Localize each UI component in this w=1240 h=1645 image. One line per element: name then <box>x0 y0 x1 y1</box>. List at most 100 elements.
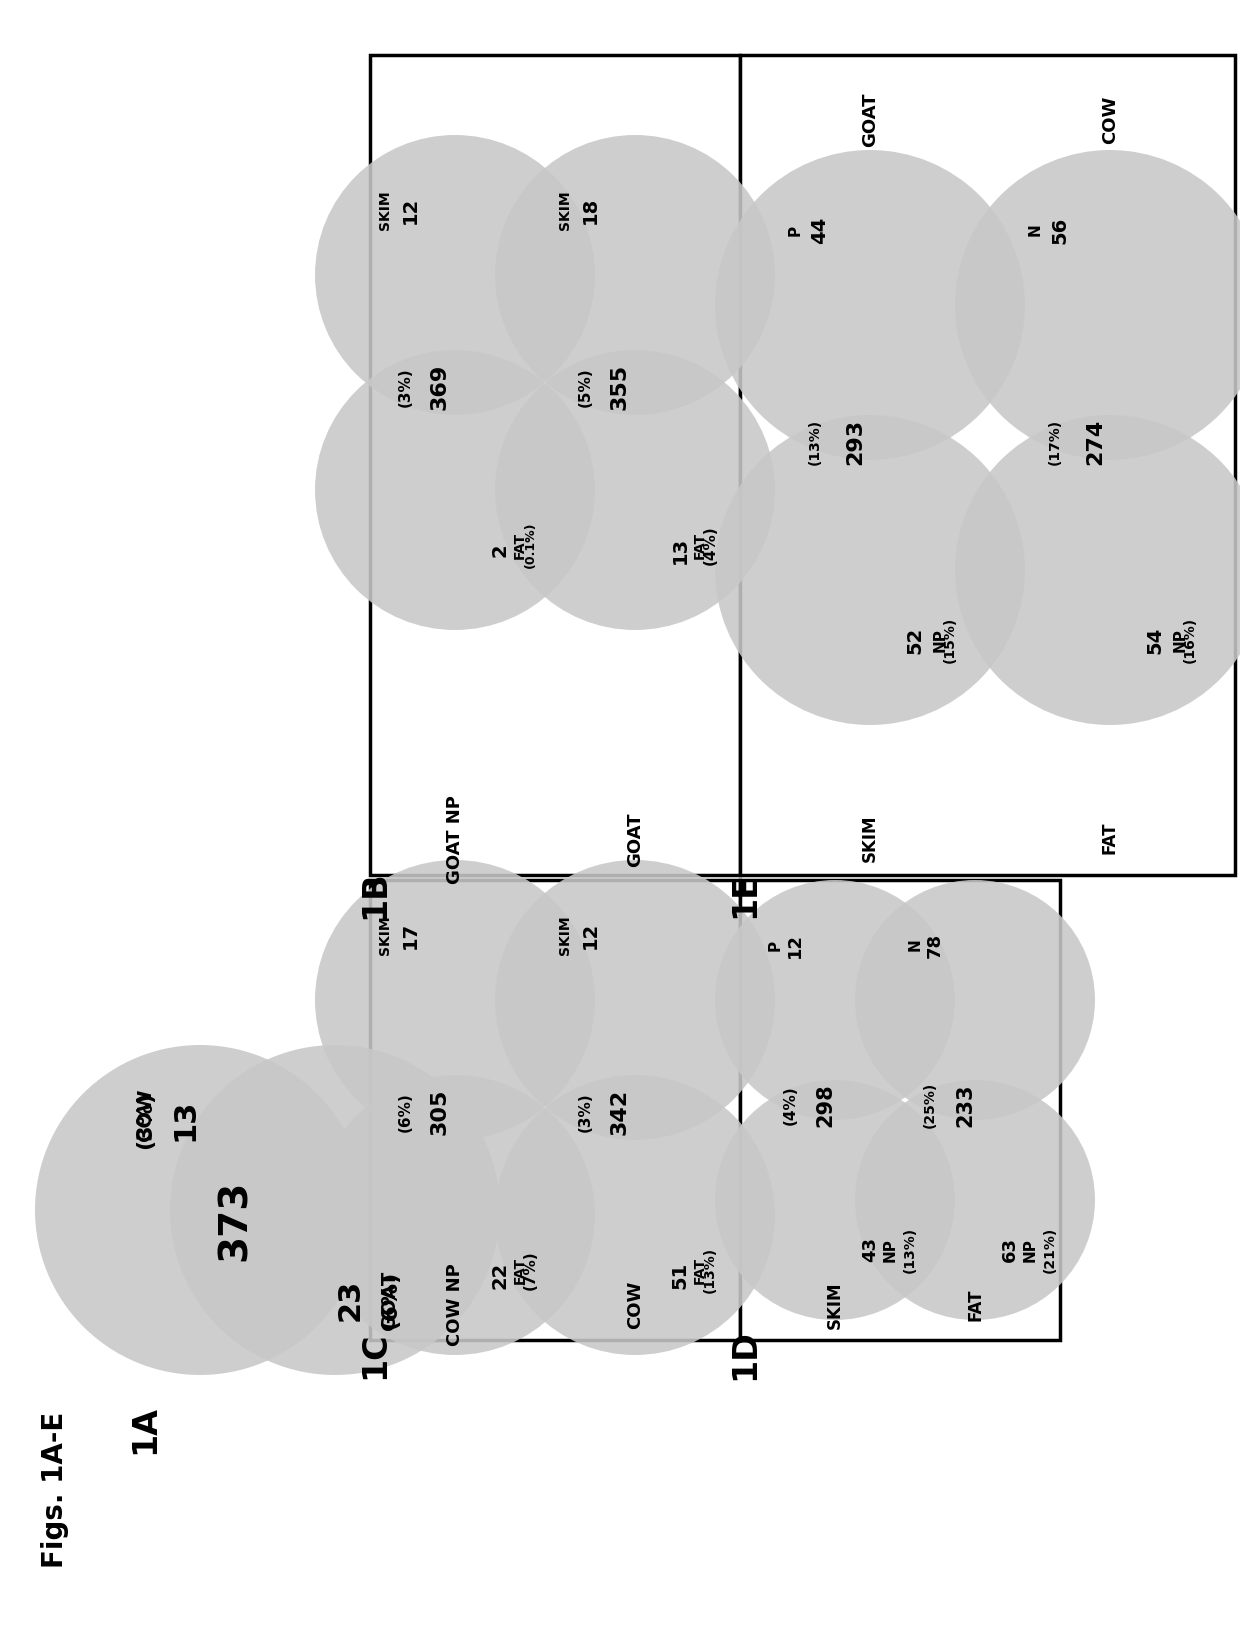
Text: GOAT: GOAT <box>381 1270 399 1329</box>
Text: (4%): (4%) <box>782 1086 797 1125</box>
Circle shape <box>315 350 595 630</box>
Text: 342: 342 <box>610 1089 630 1135</box>
Text: 23: 23 <box>336 1278 365 1321</box>
Text: SKIM: SKIM <box>558 191 572 230</box>
Text: (7%): (7%) <box>522 1250 537 1290</box>
Circle shape <box>315 860 595 1140</box>
Text: (25%): (25%) <box>923 1082 937 1128</box>
Text: 13: 13 <box>171 1099 200 1142</box>
Text: 54: 54 <box>1146 627 1164 653</box>
Text: SKIM: SKIM <box>378 915 392 954</box>
Text: GOAT: GOAT <box>861 92 879 148</box>
Text: GOAT: GOAT <box>626 813 644 867</box>
Circle shape <box>315 135 595 415</box>
Text: P: P <box>768 939 782 951</box>
Text: 18: 18 <box>580 196 599 224</box>
Text: 1E: 1E <box>729 872 761 918</box>
Text: 1D: 1D <box>729 1329 761 1380</box>
Circle shape <box>495 135 775 415</box>
Text: 12: 12 <box>786 933 804 957</box>
Circle shape <box>955 150 1240 461</box>
Text: SKIM: SKIM <box>558 915 572 954</box>
Text: NP: NP <box>883 1239 898 1262</box>
Text: Figs. 1A-E: Figs. 1A-E <box>41 1411 69 1568</box>
Text: 293: 293 <box>844 419 866 466</box>
Text: 305: 305 <box>430 1089 450 1135</box>
Text: (3%): (3%) <box>135 1091 155 1150</box>
Text: (16%): (16%) <box>1183 617 1197 663</box>
Text: (6%): (6%) <box>379 1272 401 1329</box>
Text: (6%): (6%) <box>398 1092 413 1132</box>
Text: COW: COW <box>1101 95 1118 145</box>
Text: (3%): (3%) <box>578 1092 593 1132</box>
Circle shape <box>715 150 1025 461</box>
Text: 22: 22 <box>491 1262 510 1288</box>
Circle shape <box>170 1045 500 1375</box>
Text: 1A: 1A <box>129 1405 161 1454</box>
Text: (0.1%): (0.1%) <box>523 521 537 568</box>
Text: SKIM: SKIM <box>861 814 879 862</box>
Text: NP: NP <box>932 628 947 651</box>
Text: SKIM: SKIM <box>378 191 392 230</box>
Text: 12: 12 <box>580 921 599 949</box>
Circle shape <box>715 415 1025 725</box>
Text: 43: 43 <box>861 1237 879 1262</box>
Text: 56: 56 <box>1050 217 1069 243</box>
Text: N: N <box>1028 224 1043 237</box>
Text: 52: 52 <box>905 627 925 653</box>
Circle shape <box>495 350 775 630</box>
Text: (3%): (3%) <box>398 367 413 406</box>
Text: (13%): (13%) <box>808 419 822 466</box>
Circle shape <box>856 1081 1095 1319</box>
Text: FAT: FAT <box>513 1257 527 1283</box>
Text: FAT: FAT <box>513 531 527 559</box>
Circle shape <box>495 860 775 1140</box>
Text: GOAT NP: GOAT NP <box>446 796 464 885</box>
Text: 44: 44 <box>811 217 830 243</box>
Bar <box>740 54 1235 875</box>
Text: N: N <box>908 939 923 951</box>
Text: (13%): (13%) <box>703 1247 717 1293</box>
Text: (5%): (5%) <box>578 367 593 406</box>
Text: 355: 355 <box>610 364 630 410</box>
Text: COW: COW <box>135 1089 155 1142</box>
Text: SKIM: SKIM <box>826 1281 844 1329</box>
Bar <box>370 54 740 875</box>
Text: 298: 298 <box>815 1082 835 1127</box>
Text: (13%): (13%) <box>903 1227 918 1273</box>
Text: 2: 2 <box>491 543 510 556</box>
Text: 78: 78 <box>926 933 944 957</box>
Bar <box>370 880 740 1341</box>
Text: NP: NP <box>1023 1239 1038 1262</box>
Text: FAT: FAT <box>966 1288 985 1321</box>
Circle shape <box>495 1074 775 1355</box>
Text: (21%): (21%) <box>1043 1227 1056 1273</box>
Text: 1B: 1B <box>358 870 392 920</box>
Circle shape <box>715 880 955 1120</box>
Text: 63: 63 <box>1001 1237 1019 1262</box>
Text: P: P <box>787 224 802 235</box>
Circle shape <box>35 1045 365 1375</box>
Circle shape <box>955 415 1240 725</box>
Text: (4%): (4%) <box>703 525 718 564</box>
Text: 13: 13 <box>671 536 689 564</box>
Text: 17: 17 <box>401 921 419 949</box>
Text: COW NP: COW NP <box>446 1263 464 1346</box>
Text: 274: 274 <box>1085 419 1105 466</box>
Circle shape <box>715 1081 955 1319</box>
Text: (15%): (15%) <box>942 617 957 663</box>
Text: FAT: FAT <box>693 531 707 559</box>
Text: 12: 12 <box>401 196 419 224</box>
Text: COW: COW <box>626 1281 644 1329</box>
Text: FAT: FAT <box>1101 822 1118 854</box>
Text: 233: 233 <box>955 1084 975 1127</box>
Text: 1C: 1C <box>358 1331 392 1379</box>
Bar <box>740 880 1060 1341</box>
Text: 373: 373 <box>216 1179 254 1260</box>
Text: 369: 369 <box>430 364 450 410</box>
Text: FAT: FAT <box>693 1257 707 1283</box>
Circle shape <box>315 1074 595 1355</box>
Text: (17%): (17%) <box>1048 419 1061 466</box>
Text: NP: NP <box>1173 628 1188 651</box>
Circle shape <box>856 880 1095 1120</box>
